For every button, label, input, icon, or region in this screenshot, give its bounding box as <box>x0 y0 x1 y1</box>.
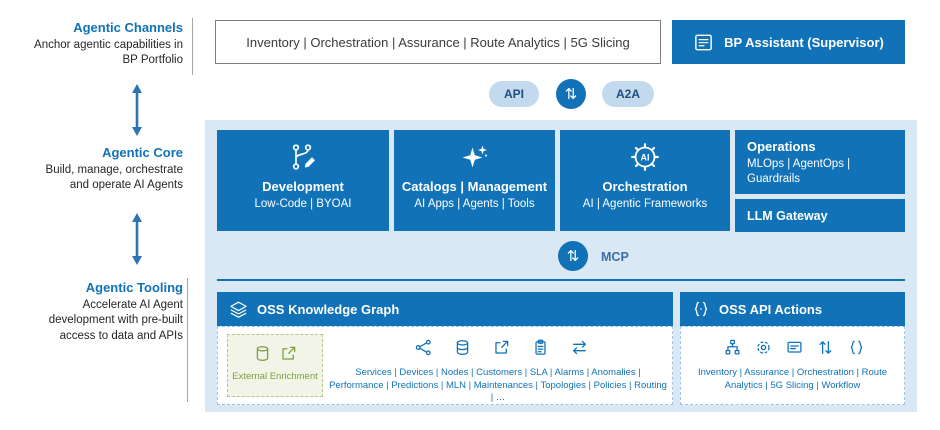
flow-arrow-bottom <box>132 213 142 265</box>
rail-section-core: Agentic Core Build, manage, orchestrate … <box>8 145 183 194</box>
sparkles-icon <box>460 140 490 174</box>
core-box-catalogs: Catalogs | Management AI Apps | Agents |… <box>394 130 555 231</box>
rail-section-channels: Agentic Channels Anchor agentic capabili… <box>8 20 183 69</box>
section-desc-tooling: Accelerate AI Agent development with pre… <box>48 299 183 342</box>
share-nodes-icon <box>415 339 431 356</box>
layers-icon <box>230 301 247 318</box>
core-box-development: Development Low-Code | BYOAI <box>217 130 389 231</box>
core-box-subtitle: AI | Agentic Frameworks <box>582 198 708 210</box>
clipboard-icon <box>535 339 546 355</box>
api-pill-label: API <box>503 87 524 101</box>
external-enrichment-label: External Enrichment <box>232 371 318 382</box>
external-enrichment-box: External Enrichment <box>227 334 323 397</box>
section-title-tooling: Agentic Tooling <box>85 280 183 295</box>
core-box-subtitle: AI Apps | Agents | Tools <box>414 198 535 210</box>
sync-glyph: ⇅ <box>564 85 578 103</box>
section-title-core: Agentic Core <box>102 145 183 160</box>
llm-gateway-box: LLM Gateway <box>735 199 905 232</box>
mcp-label: MCP <box>601 250 629 264</box>
sitemap-icon <box>725 339 740 355</box>
portfolio-channels-text: Inventory | Orchestration | Assurance | … <box>246 34 630 50</box>
mcp-sync-arrows-icon: ⇅ <box>558 241 588 271</box>
llm-gateway-label: LLM Gateway <box>747 208 828 223</box>
braces-icon <box>694 301 708 317</box>
knowledge-graph-items: Services | Devices | Nodes | Customers |… <box>329 367 667 404</box>
oss-knowledge-graph-title: OSS Knowledge Graph <box>257 301 400 317</box>
core-box-title: Orchestration <box>602 179 688 194</box>
oss-api-actions-body <box>680 326 905 405</box>
braces-icon <box>850 340 863 355</box>
bp-assistant-box: BP Assistant (Supervisor) <box>672 20 905 64</box>
bp-assistant-label: BP Assistant (Supervisor) <box>724 34 884 50</box>
api-actions-icon-row <box>724 339 865 356</box>
portfolio-channels-box: Inventory | Orchestration | Assurance | … <box>215 20 661 64</box>
sync-glyph: ⇅ <box>566 247 580 265</box>
export-icon <box>281 346 295 360</box>
core-box-operations: Operations MLOps | AgentOps | Guardrails <box>735 130 905 194</box>
mcp-divider-line <box>217 279 905 281</box>
core-box-subtitle: Low-Code | BYOAI <box>254 198 352 210</box>
core-box-title: Development <box>262 179 344 194</box>
section-desc-core: Build, manage, orchestrate and operate A… <box>45 164 183 192</box>
bracket-line-tooling <box>187 278 188 402</box>
oss-knowledge-graph-header: OSS Knowledge Graph <box>217 292 673 326</box>
sync-arrows-icon: ⇅ <box>556 79 586 109</box>
rail-section-tooling: Agentic Tooling Accelerate AI Agent deve… <box>8 280 183 344</box>
a2a-pill: A2A <box>602 81 654 107</box>
gear-ai-label: AI <box>641 153 650 163</box>
knowledge-graph-icon-row <box>415 339 588 356</box>
gear-ai-icon: AI <box>629 140 661 174</box>
a2a-pill-label: A2A <box>615 87 640 101</box>
export-icon <box>495 340 509 354</box>
bracket-line-channels <box>192 18 193 75</box>
message-icon <box>787 341 802 353</box>
oss-api-actions-header: OSS API Actions <box>680 292 905 326</box>
core-box-title: Catalogs | Management <box>401 179 548 194</box>
core-box-orchestration: AI Orchestration AI | Agentic Frameworks <box>560 130 730 231</box>
section-desc-channels: Anchor agentic capabilities in BP Portfo… <box>34 39 183 67</box>
swap-horizontal-icon <box>573 340 586 355</box>
flow-arrow-top <box>132 84 142 136</box>
api-pill: API <box>489 81 539 107</box>
database-icon <box>256 346 268 361</box>
oss-api-actions-title: OSS API Actions <box>719 301 823 317</box>
section-title-channels: Agentic Channels <box>73 20 183 35</box>
operations-title: Operations <box>747 139 816 154</box>
development-branch-pencil-icon <box>288 140 318 174</box>
api-actions-items: Inventory | Assurance | Orchestration | … <box>697 367 888 391</box>
swap-vertical-icon <box>819 341 832 354</box>
gear-icon <box>757 341 770 354</box>
database-icon <box>456 340 469 355</box>
operations-subtitle: MLOps | AgentOps | Guardrails <box>747 158 851 186</box>
assistant-document-icon <box>695 34 713 50</box>
